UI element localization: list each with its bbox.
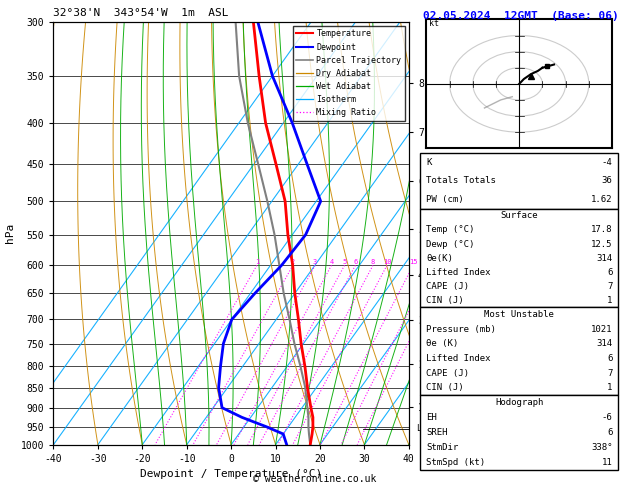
Text: Lifted Index: Lifted Index: [426, 268, 491, 277]
Text: -6: -6: [601, 413, 613, 422]
Text: -4: -4: [601, 158, 613, 167]
Text: LCL: LCL: [416, 424, 431, 433]
Y-axis label: km
ASL: km ASL: [429, 233, 447, 255]
Legend: Temperature, Dewpoint, Parcel Trajectory, Dry Adiabat, Wet Adiabat, Isotherm, Mi: Temperature, Dewpoint, Parcel Trajectory…: [293, 26, 404, 121]
Text: CAPE (J): CAPE (J): [426, 282, 469, 291]
Text: 36: 36: [601, 176, 613, 186]
Text: Most Unstable: Most Unstable: [484, 310, 554, 319]
Bar: [420, 209, 618, 308]
X-axis label: Dewpoint / Temperature (°C): Dewpoint / Temperature (°C): [140, 469, 322, 479]
Text: CAPE (J): CAPE (J): [426, 369, 469, 378]
Text: 314: 314: [596, 339, 613, 348]
Bar: [420, 153, 618, 209]
Bar: [420, 395, 618, 470]
Text: Totals Totals: Totals Totals: [426, 176, 496, 186]
Text: K: K: [426, 158, 431, 167]
Text: Mixing Ratio (g/kg): Mixing Ratio (g/kg): [447, 186, 456, 281]
Text: CIN (J): CIN (J): [426, 296, 464, 305]
Text: 2: 2: [291, 260, 295, 265]
Text: 10: 10: [382, 260, 391, 265]
Text: θe (K): θe (K): [426, 339, 459, 348]
Text: StmSpd (kt): StmSpd (kt): [426, 458, 485, 467]
Text: 314: 314: [596, 254, 613, 262]
Text: 1: 1: [255, 260, 259, 265]
Text: 6: 6: [353, 260, 357, 265]
Y-axis label: hPa: hPa: [6, 223, 15, 243]
Text: 5: 5: [342, 260, 347, 265]
Text: CIN (J): CIN (J): [426, 383, 464, 392]
Text: EH: EH: [426, 413, 437, 422]
Text: 12.5: 12.5: [591, 240, 613, 248]
Text: StmDir: StmDir: [426, 443, 459, 452]
Text: Lifted Index: Lifted Index: [426, 354, 491, 363]
Text: SREH: SREH: [426, 428, 448, 437]
Text: 7: 7: [607, 369, 613, 378]
Text: Pressure (mb): Pressure (mb): [426, 325, 496, 334]
Text: 17.8: 17.8: [591, 226, 613, 234]
Text: Dewp (°C): Dewp (°C): [426, 240, 474, 248]
Text: 02.05.2024  12GMT  (Base: 06): 02.05.2024 12GMT (Base: 06): [423, 11, 619, 21]
Text: 32°38'N  343°54'W  1m  ASL: 32°38'N 343°54'W 1m ASL: [53, 8, 229, 17]
Text: PW (cm): PW (cm): [426, 195, 464, 204]
Text: Surface: Surface: [501, 211, 538, 220]
Text: Temp (°C): Temp (°C): [426, 226, 474, 234]
Text: 15: 15: [409, 260, 418, 265]
Text: 6: 6: [607, 354, 613, 363]
Text: 4: 4: [330, 260, 333, 265]
Text: 6: 6: [607, 268, 613, 277]
Text: 1: 1: [607, 383, 613, 392]
Text: 6: 6: [607, 428, 613, 437]
Text: 1021: 1021: [591, 325, 613, 334]
Text: 11: 11: [601, 458, 613, 467]
Text: 7: 7: [607, 282, 613, 291]
Text: 1.62: 1.62: [591, 195, 613, 204]
Text: kt: kt: [429, 19, 439, 28]
Bar: [420, 308, 618, 395]
Text: Hodograph: Hodograph: [495, 398, 543, 407]
Text: 25: 25: [426, 294, 435, 299]
Text: 1: 1: [607, 296, 613, 305]
Text: 8: 8: [371, 260, 375, 265]
Text: 338°: 338°: [591, 443, 613, 452]
Text: θe(K): θe(K): [426, 254, 453, 262]
Text: 20: 20: [426, 263, 435, 269]
Text: © weatheronline.co.uk: © weatheronline.co.uk: [253, 473, 376, 484]
Text: 3: 3: [313, 260, 317, 265]
